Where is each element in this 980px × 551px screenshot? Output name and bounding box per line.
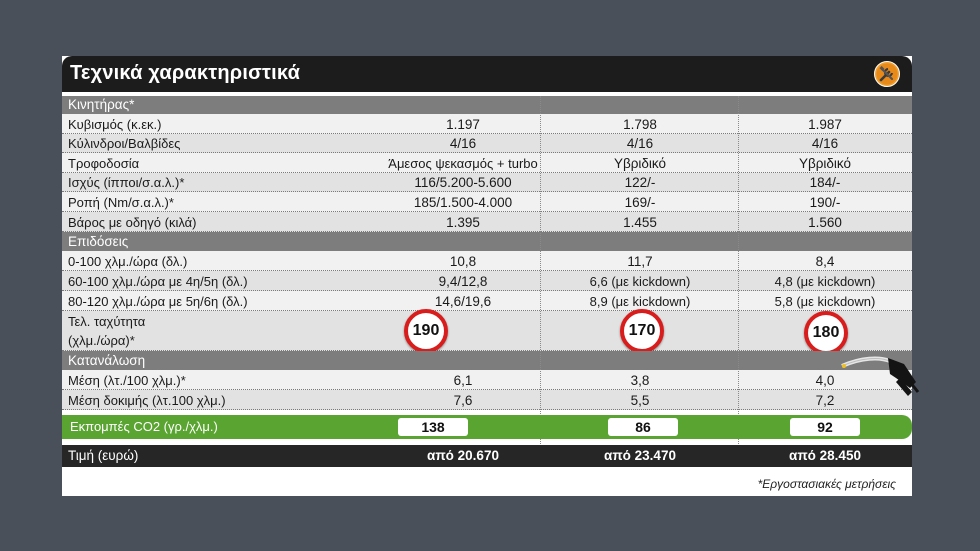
row-label: Κυβισμός (κ.εκ.) — [68, 117, 162, 132]
row-label: Κύλινδροι/Βαλβίδες — [68, 136, 181, 151]
speed-sign: 170 — [620, 309, 664, 353]
cell: 1.197 — [446, 117, 480, 132]
price-row: Τιμή (ευρώ) από 20.670 από 23.470 από 28… — [62, 445, 912, 467]
section-engine: Κινητήρας* — [62, 96, 912, 114]
row-label: 60-100 χλμ./ώρα με 4η/5η (δλ.) — [68, 274, 248, 289]
column-divider — [540, 96, 541, 450]
row-label: Ροπή (Nm/σ.α.λ.)* — [68, 195, 174, 210]
cell: Υβριδικό — [798, 156, 852, 171]
cell: 6,1 — [453, 373, 473, 388]
tools-icon — [874, 61, 900, 87]
cell: 169/- — [624, 195, 656, 210]
cell: 8,9 (με kickdown) — [589, 294, 691, 309]
price-value: από 20.670 — [427, 448, 499, 463]
cell: 122/- — [624, 175, 656, 190]
cell: 8,4 — [815, 254, 835, 269]
specs-card: Τεχνικά χαρακτηριστικά Κινητήρας* Κυβισμ… — [62, 56, 920, 496]
cell: 4/16 — [449, 136, 477, 151]
cell: 1.455 — [623, 215, 657, 230]
table-row: Τροφοδοσία Άμεσος ψεκασμός + turbo Υβριδ… — [62, 153, 912, 173]
cell: 185/1.500-4.000 — [413, 195, 513, 210]
cell: 7,2 — [815, 393, 835, 408]
price-value: από 23.470 — [604, 448, 676, 463]
cell: 1.798 — [623, 117, 657, 132]
price-value: από 28.450 — [789, 448, 861, 463]
table-row-top-speed: Τελ. ταχύτητα (χλμ./ώρα)* 190 170 180 — [62, 309, 912, 355]
table-row: Ροπή (Nm/σ.α.λ.)* 185/1.500-4.000 169/- … — [62, 192, 912, 212]
cell: 4/16 — [811, 136, 839, 151]
co2-row: Εκπομπές CO2 (γρ./χλμ.) 138 86 92 — [62, 415, 912, 439]
cell: 5,5 — [630, 393, 650, 408]
table-row: Κύλινδροι/Βαλβίδες 4/16 4/16 4/16 — [62, 134, 912, 153]
row-label: Μέση δοκιμής (λτ.100 χλμ.) — [68, 393, 226, 408]
table-row: 60-100 χλμ./ώρα με 4η/5η (δλ.) 9,4/12,8 … — [62, 271, 912, 291]
table-row: Κυβισμός (κ.εκ.) 1.197 1.798 1.987 — [62, 114, 912, 134]
cell: 11,7 — [627, 254, 653, 269]
section-consumption: Κατανάλωση — [62, 351, 912, 370]
row-label-unit: (χλμ./ώρα)* — [68, 333, 135, 348]
cell: 4,8 (με kickdown) — [774, 274, 876, 289]
column-divider — [738, 96, 739, 450]
cell: 116/5.200-5.600 — [414, 175, 512, 190]
cell: Άμεσος ψεκασμός + turbo — [388, 156, 538, 171]
cell: 6,6 (με kickdown) — [589, 274, 691, 289]
cell: 5,8 (με kickdown) — [774, 294, 876, 309]
footnote: *Εργοστασιακές μετρήσεις — [757, 477, 896, 491]
cell: 4/16 — [626, 136, 654, 151]
cell: 1.560 — [808, 215, 842, 230]
speed-sign: 190 — [404, 309, 448, 353]
cell: 9,4/12,8 — [438, 274, 488, 289]
cell: Υβριδικό — [613, 156, 667, 171]
cell: 1.395 — [446, 215, 480, 230]
cell: 10,8 — [449, 254, 477, 269]
table-row: Μέση δοκιμής (λτ.100 χλμ.) 7,6 5,5 7,2 — [62, 390, 912, 410]
table-row: 80-120 χλμ./ώρα με 5η/6η (δλ.) 14,6/19,6… — [62, 291, 912, 311]
section-label: Κατανάλωση — [68, 353, 146, 368]
cell: 1.987 — [808, 117, 842, 132]
row-label: Μέση (λτ./100 χλμ.)* — [68, 373, 186, 388]
row-label: Ισχύς (ίπποι/σ.α.λ.)* — [68, 175, 185, 190]
table-row: Ισχύς (ίπποι/σ.α.λ.)* 116/5.200-5.600 12… — [62, 173, 912, 192]
table-row: Βάρος με οδηγό (κιλά) 1.395 1.455 1.560 — [62, 212, 912, 232]
co2-value: 138 — [398, 418, 468, 436]
speed-sign: 180 — [804, 311, 848, 355]
cell: 14,6/19,6 — [434, 294, 492, 309]
cell: 190/- — [809, 195, 841, 210]
price-label: Τιμή (ευρώ) — [68, 448, 139, 463]
cell: 4,0 — [815, 373, 835, 388]
row-label: 0-100 χλμ./ώρα (δλ.) — [68, 254, 188, 269]
section-label: Επιδόσεις — [68, 234, 129, 249]
page-title: Τεχνικά χαρακτηριστικά — [70, 62, 301, 84]
row-label: Τελ. ταχύτητα — [68, 314, 146, 329]
table-row: Μέση (λτ./100 χλμ.)* 6,1 3,8 4,0 — [62, 370, 912, 390]
row-label: Βάρος με οδηγό (κιλά) — [68, 215, 197, 230]
section-performance: Επιδόσεις — [62, 232, 912, 251]
co2-value: 92 — [790, 418, 860, 436]
fuel-nozzle-icon — [841, 356, 920, 396]
co2-label: Εκπομπές CO2 (γρ./χλμ.) — [70, 419, 218, 434]
section-label: Κινητήρας* — [68, 97, 135, 112]
row-label: 80-120 χλμ./ώρα με 5η/6η (δλ.) — [68, 294, 248, 309]
cell: 184/- — [809, 175, 841, 190]
row-label: Τροφοδοσία — [68, 156, 140, 171]
cell: 3,8 — [630, 373, 650, 388]
title-bar: Τεχνικά χαρακτηριστικά — [62, 56, 912, 92]
co2-value: 86 — [608, 418, 678, 436]
table-row: 0-100 χλμ./ώρα (δλ.) 10,8 11,7 8,4 — [62, 251, 912, 271]
cell: 7,6 — [453, 393, 473, 408]
